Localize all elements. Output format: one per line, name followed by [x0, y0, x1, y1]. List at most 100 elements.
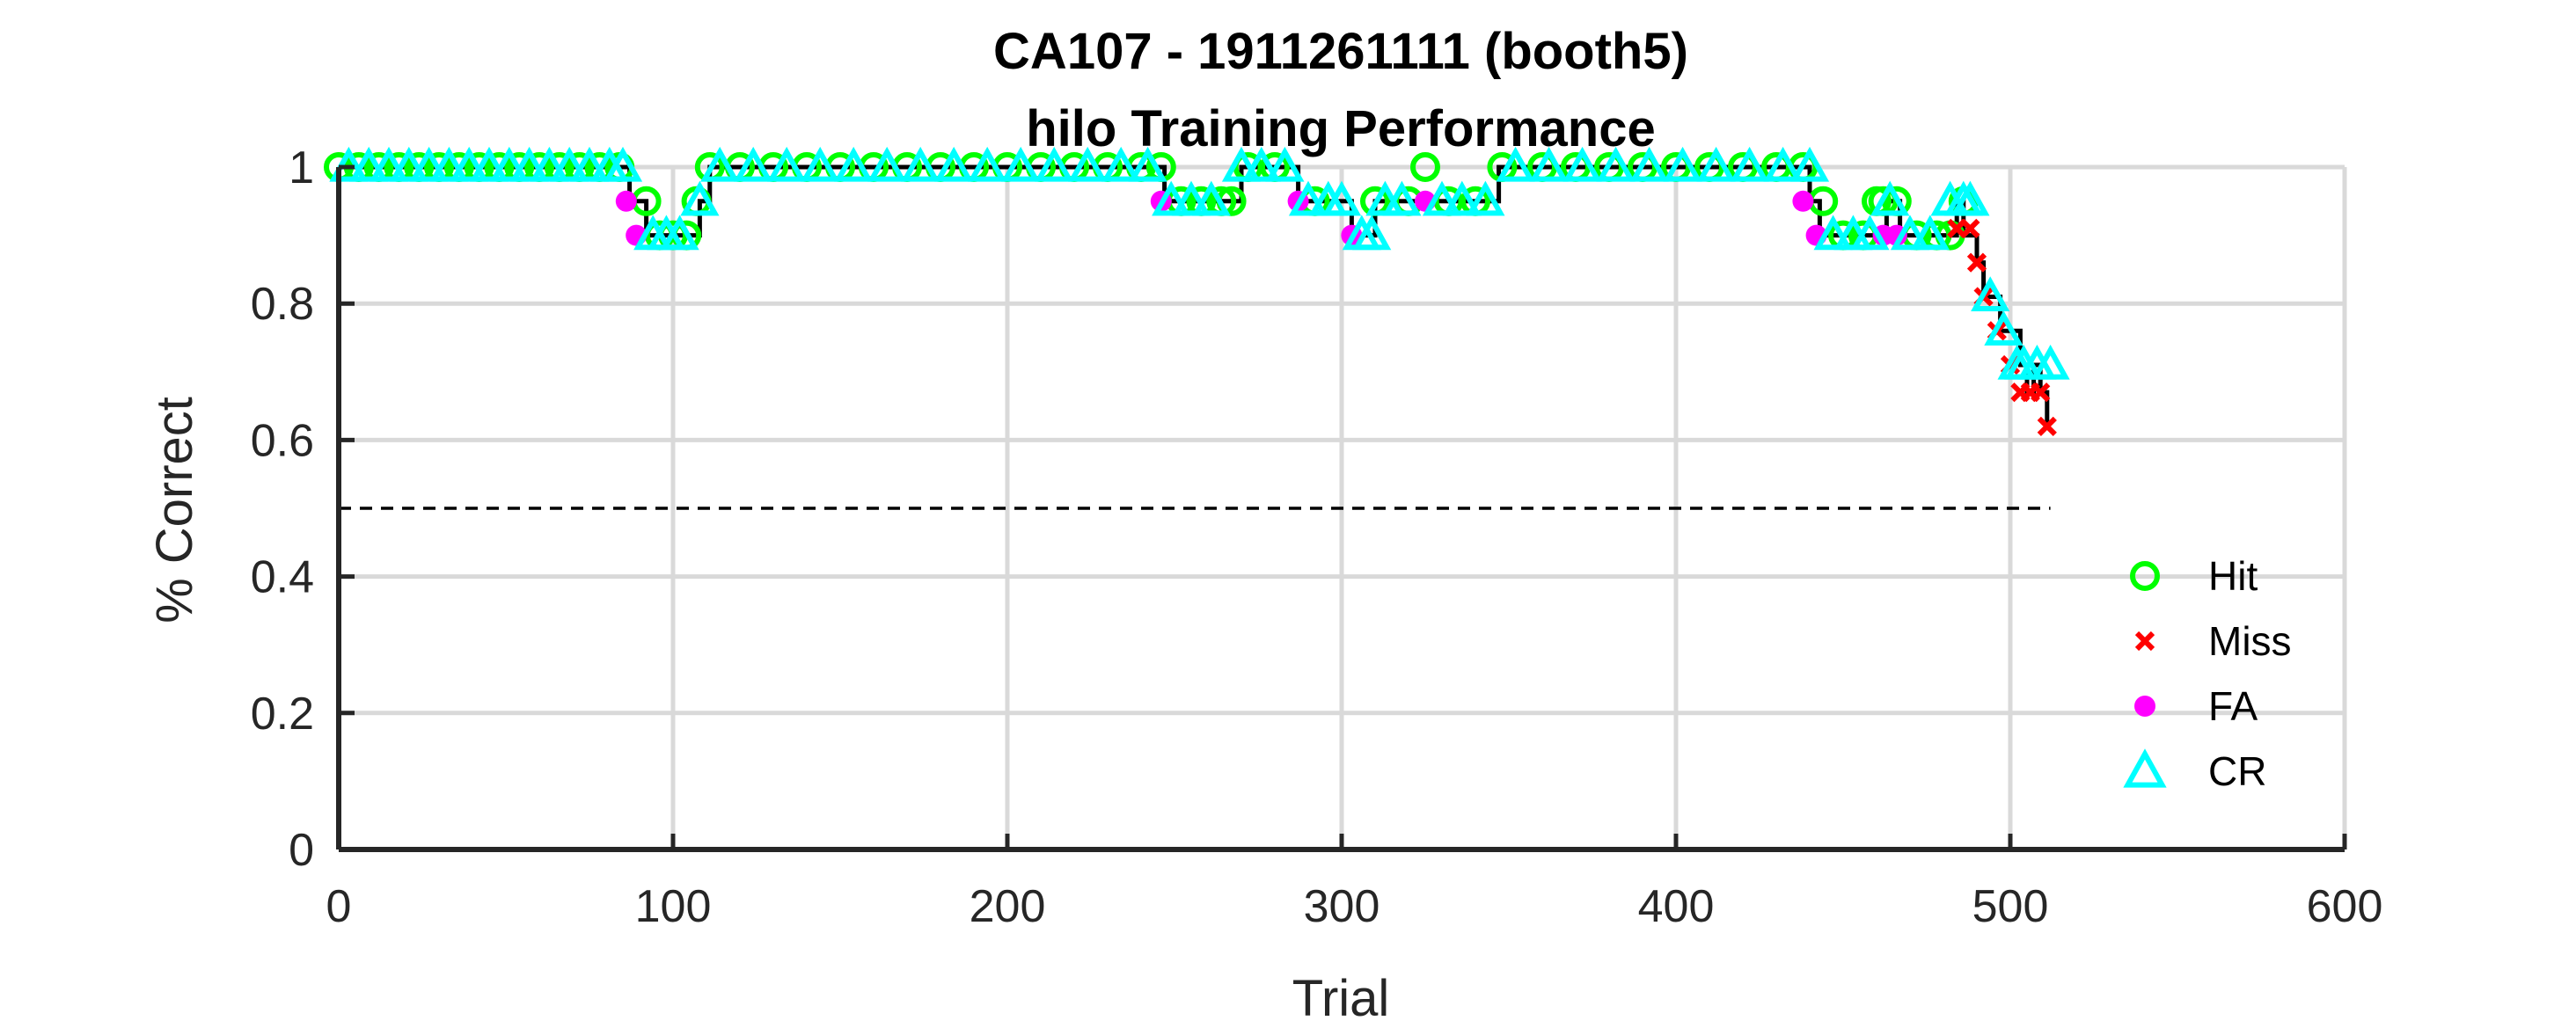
- cr-point-55: [1696, 146, 1736, 182]
- x-tick-label-4: 400: [1638, 881, 1715, 932]
- y-axis-label: % Correct: [146, 397, 203, 623]
- cr-point-12: [569, 146, 610, 182]
- cr-point-50: [1529, 146, 1569, 182]
- cr-point-51: [1562, 146, 1602, 182]
- x-tick-label-5: 500: [1972, 881, 2049, 932]
- cr-point-67: [1950, 180, 1990, 216]
- cr-point-35: [1191, 180, 1231, 216]
- cr-point-73: [2031, 344, 2070, 380]
- cr-point-7: [469, 146, 509, 182]
- x-tick-label-0: 0: [326, 881, 352, 932]
- cr-point-58: [1789, 146, 1830, 182]
- cr-point-22: [801, 146, 840, 182]
- y-tick-label-0: 0: [289, 825, 314, 876]
- cr-point-47: [1442, 180, 1482, 216]
- miss-point-9-stroke-b: [2037, 416, 2057, 437]
- legend-marker-hit: [2130, 561, 2160, 591]
- cr-point-54: [1663, 146, 1702, 182]
- miss-point-2: [1966, 252, 1987, 273]
- y-tick-label-3: 0.6: [251, 415, 314, 466]
- cr-point-4: [409, 146, 449, 182]
- cr-point-32: [1128, 146, 1167, 182]
- y-tick-label-4: 0.8: [251, 279, 314, 330]
- legend-marker-fa: [2134, 696, 2155, 717]
- cr-point-23: [834, 146, 874, 182]
- cr-point-3: [389, 146, 428, 182]
- cr-point-49: [1496, 146, 1535, 182]
- cr-point-18: [680, 180, 720, 216]
- chart-title: CA107 - 1911261111 (booth5): [993, 23, 1688, 80]
- legend-label-cr: CR: [2208, 748, 2266, 794]
- cr-point-53: [1629, 146, 1669, 182]
- chart-subtitle: hilo Training Performance: [1026, 100, 1655, 157]
- miss-point-1-stroke-b: [1960, 218, 1980, 238]
- cr-point-9: [509, 146, 549, 182]
- cr-point-8: [489, 146, 529, 182]
- cr-point-39: [1288, 180, 1328, 216]
- cr-point-5: [429, 146, 469, 182]
- cr-point-38: [1265, 146, 1305, 182]
- cr-point-14: [603, 146, 643, 182]
- cr-point-10: [530, 146, 569, 182]
- cr-point-46: [1422, 180, 1462, 216]
- axes: [336, 164, 2347, 852]
- cr-point-45: [1382, 180, 1422, 216]
- cr-point-26: [934, 146, 974, 182]
- cr-point-62: [1870, 180, 1910, 216]
- cr-point-2: [369, 146, 409, 182]
- miss-point-8-stroke-b: [2031, 382, 2051, 403]
- cr-point-41: [1321, 180, 1362, 216]
- cr-point-69: [1984, 310, 2023, 346]
- legend-marker-cr: [2123, 748, 2167, 788]
- fa-point-0: [615, 190, 637, 212]
- cr-point-57: [1763, 146, 1803, 182]
- cr-point-29: [1035, 146, 1074, 182]
- legend: Hit Miss FA CR: [2123, 553, 2292, 794]
- x-tick-label-1: 100: [635, 881, 712, 932]
- series-cr: [329, 146, 2070, 380]
- cr-point-33: [1152, 180, 1191, 216]
- fa-point-6: [1792, 190, 1814, 212]
- legend-marker-miss: [2134, 631, 2155, 652]
- cr-point-59: [1813, 215, 1853, 251]
- cr-point-34: [1171, 180, 1211, 216]
- legend-marker-miss-stroke-b: [2134, 631, 2155, 652]
- cr-point-61: [1850, 215, 1890, 251]
- cr-point-63: [1890, 215, 1930, 251]
- hit-point-44: [1410, 152, 1440, 182]
- cr-point-1: [349, 146, 389, 182]
- cr-point-36: [1221, 146, 1262, 182]
- cr-point-28: [1001, 146, 1041, 182]
- miss-point-9: [2037, 416, 2057, 437]
- tick-labels: 0 100 200 300 400 500 600 0 0.2 0.4 0.6 0.8 1: [251, 142, 2383, 932]
- miss-point-2-stroke-b: [1966, 252, 1987, 273]
- cr-point-56: [1730, 146, 1769, 182]
- x-axis-label: Trial: [1292, 970, 1390, 1027]
- x-tick-label-3: 300: [1304, 881, 1380, 932]
- cr-point-64: [1910, 215, 1950, 251]
- cr-point-11: [550, 146, 589, 182]
- cr-point-31: [1101, 146, 1141, 182]
- y-tick-label-5: 1: [289, 142, 314, 193]
- cr-point-25: [901, 146, 940, 182]
- cr-point-68: [1971, 276, 2010, 312]
- cr-point-19: [700, 146, 740, 182]
- legend-label-fa: FA: [2208, 683, 2258, 729]
- x-tick-label-2: 200: [970, 881, 1046, 932]
- cr-point-37: [1241, 146, 1281, 182]
- cr-point-30: [1068, 146, 1108, 182]
- y-tick-label-1: 0.2: [251, 689, 314, 740]
- series-markers: [324, 146, 2070, 437]
- legend-label-hit: Hit: [2208, 553, 2258, 599]
- cr-point-48: [1466, 180, 1505, 216]
- miss-point-8: [2031, 382, 2051, 403]
- miss-point-1: [1960, 218, 1980, 238]
- cr-point-43: [1352, 215, 1392, 251]
- legend-label-miss: Miss: [2208, 618, 2292, 664]
- cr-point-6: [450, 146, 489, 182]
- cr-point-21: [767, 146, 807, 182]
- cr-point-20: [734, 146, 773, 182]
- y-tick-label-2: 0.4: [251, 552, 314, 603]
- cr-point-24: [867, 146, 907, 182]
